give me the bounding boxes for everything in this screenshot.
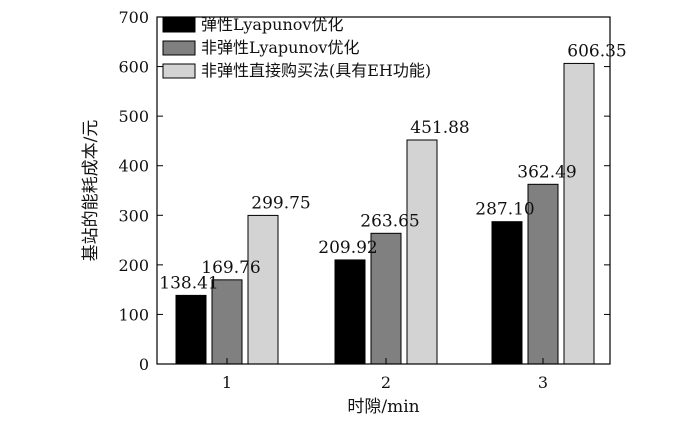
y-tick-label-0: 0	[139, 355, 149, 374]
data-labels-layer: 138.41 209.92 287.10 169.76 263.65 362.49 299.…	[159, 41, 626, 293]
legend-swatch-series-3	[162, 63, 196, 79]
bar-series-1-slot-2	[334, 259, 366, 365]
ticks-layer: 0 100 200 300 400 500 600 700 1 2 3	[118, 8, 610, 392]
y-tick-label-200: 200	[118, 256, 149, 275]
y-tick-label-500: 500	[118, 107, 149, 126]
legend-label-series-2: 非弹性Lyapunov优化	[201, 38, 359, 57]
data-label-series-3-slot-3: 606.35	[567, 41, 626, 61]
plot-frame	[156, 16, 611, 365]
legend-label-series-1: 弹性Lyapunov优化	[201, 15, 343, 34]
bar-series-1-slot-1	[175, 294, 207, 365]
legend-swatch-series-1	[162, 17, 196, 33]
data-label-series-3-slot-1: 299.75	[251, 193, 310, 213]
data-label-series-1-slot-2: 209.92	[318, 238, 377, 258]
bar-series-2-slot-1	[211, 279, 243, 365]
legend-label-series-3: 非弹性直接购买法(具有EH功能)	[201, 61, 431, 80]
data-label-series-1-slot-1: 138.41	[159, 273, 218, 293]
y-tick-label-600: 600	[118, 58, 149, 77]
y-tick-label-300: 300	[118, 206, 149, 225]
data-label-series-2-slot-3: 362.49	[517, 162, 576, 182]
bars-layer	[175, 62, 595, 365]
y-axis-title: 基站的能耗成本/元	[81, 120, 101, 262]
bar-series-2-slot-3	[527, 183, 559, 365]
bar-series-1-slot-3	[491, 221, 523, 365]
y-tick-label-100: 100	[118, 305, 149, 324]
legend: 弹性Lyapunov优化 非弹性Lyapunov优化 非弹性直接购买法(具有EH…	[162, 15, 431, 80]
data-label-series-2-slot-2: 263.65	[360, 211, 419, 231]
data-label-series-2-slot-1: 169.76	[201, 258, 260, 278]
bar-series-3-slot-1	[247, 214, 279, 365]
x-tick-label-2: 2	[381, 373, 391, 392]
bar-series-3-slot-3	[563, 62, 595, 365]
x-axis-title: 时隙/min	[347, 397, 419, 417]
y-tick-label-400: 400	[118, 157, 149, 176]
x-tick-label-1: 1	[222, 373, 232, 392]
y-tick-label-700: 700	[118, 8, 149, 27]
data-label-series-3-slot-2: 451.88	[410, 118, 469, 138]
legend-swatch-series-2	[162, 40, 196, 56]
bar-series-3-slot-2	[406, 139, 438, 365]
data-label-series-1-slot-3: 287.10	[475, 200, 534, 220]
x-tick-label-3: 3	[538, 373, 548, 392]
